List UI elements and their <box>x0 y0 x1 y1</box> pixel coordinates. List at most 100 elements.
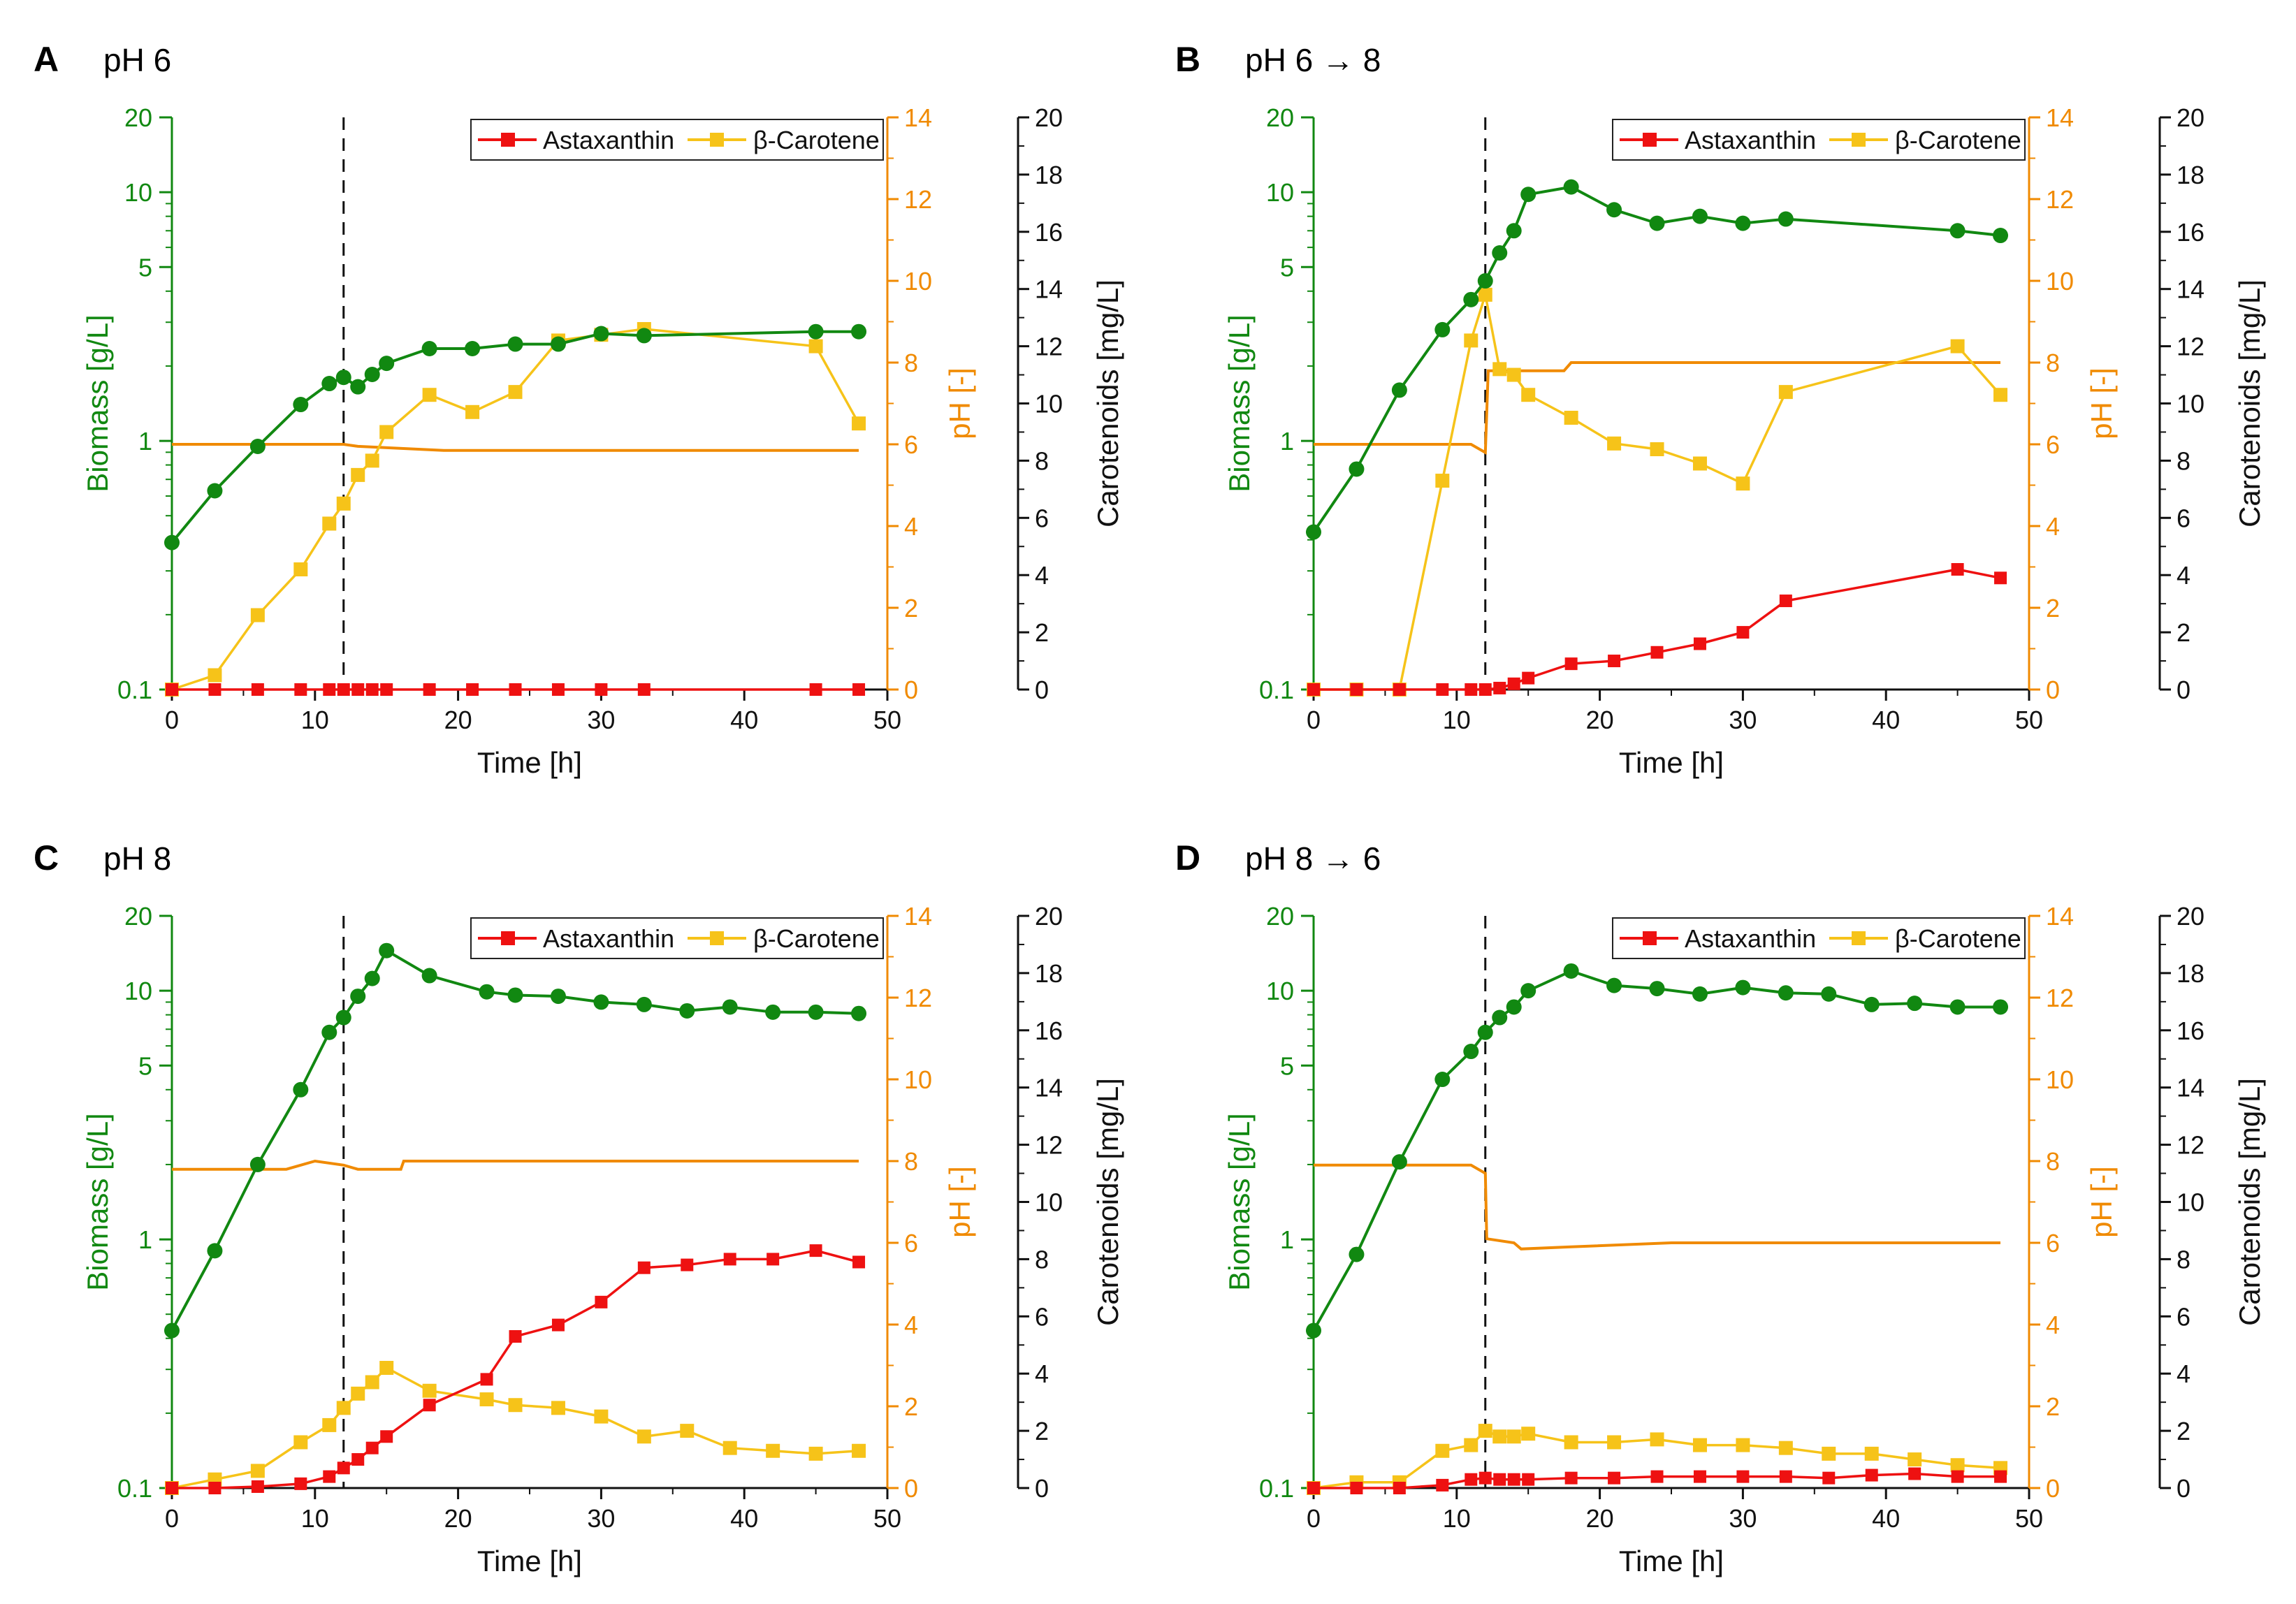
biomass-point <box>1778 985 1794 1001</box>
biomass-point <box>593 994 609 1010</box>
biomass-point <box>321 1024 337 1040</box>
ph-tick-label: 4 <box>2046 512 2060 541</box>
carotene-point <box>1506 367 1521 382</box>
biomass-point <box>1506 223 1522 239</box>
carotene-point <box>852 416 866 431</box>
carotene-point <box>379 1361 394 1376</box>
astaxanthin-point <box>723 1253 736 1266</box>
carotene-point <box>1778 385 1793 400</box>
carotene-point <box>1464 1438 1478 1452</box>
carotenoids-tick-label: 6 <box>2177 1302 2190 1331</box>
biomass-tick-label: 5 <box>138 1051 152 1080</box>
carotenoids-tick-label: 2 <box>1035 1417 1049 1445</box>
ph-tick-label: 14 <box>904 103 932 132</box>
carotene-point <box>250 608 265 622</box>
x-tick-label: 20 <box>1586 1504 1614 1533</box>
biomass-point <box>1949 999 1966 1015</box>
x-tick-label: 0 <box>165 1504 179 1533</box>
biomass-point <box>1520 187 1536 203</box>
legend: Astaxanthin β-Carotene <box>1612 119 2026 161</box>
panel-letter: C <box>34 838 59 877</box>
astaxanthin-point <box>1493 681 1506 694</box>
astaxanthin-point <box>1507 1473 1520 1486</box>
astaxanthin-point <box>466 683 479 696</box>
carotene-point <box>336 496 351 511</box>
biomass-tick-label: 5 <box>1280 1051 1294 1080</box>
carotene-point <box>594 1409 609 1424</box>
ph-tick-label: 14 <box>2046 103 2074 132</box>
carotenoids-tick-label: 6 <box>1035 1302 1049 1331</box>
biomass-point <box>1463 1044 1479 1060</box>
x-tick-label: 30 <box>1729 706 1757 734</box>
legend: Astaxanthin β-Carotene <box>470 917 884 959</box>
astaxanthin-point <box>1307 683 1320 696</box>
carotenoids-tick-label: 2 <box>1035 618 1049 647</box>
ph-tick-label: 4 <box>904 512 918 541</box>
legend-box <box>1612 119 2026 161</box>
carotene-point <box>551 1401 565 1415</box>
astaxanthin-point <box>681 1258 694 1271</box>
astaxanthin-point <box>1522 1473 1535 1486</box>
carotenoids-tick-label: 0 <box>2177 676 2190 704</box>
biomass-tick-label: 1 <box>1280 1225 1294 1254</box>
ph-tick-label: 10 <box>904 267 932 296</box>
biomass-point <box>379 356 395 372</box>
x-tick-label: 20 <box>444 706 472 734</box>
carotene-point <box>1950 1458 1965 1473</box>
ph-series-line <box>172 443 859 452</box>
biomass-point <box>164 534 180 551</box>
astaxanthin-point <box>1951 1470 1964 1483</box>
astaxanthin-point <box>351 1453 365 1466</box>
carotenoids-tick-label: 0 <box>2177 1474 2190 1503</box>
astaxanthin-point <box>595 683 608 696</box>
carotenoids-tick-label: 4 <box>2177 561 2190 590</box>
legend-astaxanthin-marker <box>501 931 515 945</box>
legend-box <box>1612 917 2026 959</box>
astaxanthin-point <box>380 683 393 696</box>
astaxanthin-point <box>1465 1473 1478 1486</box>
ph-tick-label: 10 <box>904 1065 932 1094</box>
carotenoids-tick-label: 10 <box>2177 1188 2204 1217</box>
carotenoids-tick-label: 14 <box>2177 275 2204 304</box>
ph-tick-label: 2 <box>904 594 918 622</box>
biomass-tick-label: 0.1 <box>117 1474 152 1503</box>
biomass-point <box>765 1004 781 1020</box>
astaxanthin-point <box>766 1253 780 1266</box>
astaxanthin-point <box>551 683 565 696</box>
ph-tick-label: 14 <box>904 902 932 931</box>
carotenoids-tick-label: 4 <box>1035 1359 1049 1388</box>
x-tick-label: 10 <box>1443 706 1471 734</box>
ph-tick-label: 12 <box>2046 185 2074 214</box>
carotene-point <box>1506 1429 1521 1444</box>
x-tick-label: 30 <box>587 706 615 734</box>
astaxanthin-point <box>1779 595 1792 608</box>
biomass-point <box>249 1156 266 1172</box>
biomass-point <box>851 1005 867 1021</box>
carotene-point <box>293 562 308 577</box>
carotenoids-tick-label: 20 <box>1035 902 1063 931</box>
legend-astaxanthin-label: Astaxanthin <box>1685 126 1816 154</box>
legend-carotene-label: β-Carotene <box>753 126 880 154</box>
biomass-point <box>1520 983 1536 999</box>
carotene-point <box>508 1398 523 1413</box>
carotene-point <box>1492 362 1507 377</box>
biomass-point <box>1477 1024 1493 1040</box>
carotenoids-tick-label: 2 <box>2177 1417 2190 1445</box>
carotene-point <box>1822 1446 1836 1461</box>
carotenoids-tick-label: 12 <box>2177 333 2204 361</box>
astaxanthin-point <box>509 683 522 696</box>
carotene-point <box>293 1435 308 1450</box>
astaxanthin-point <box>595 1295 608 1308</box>
astaxanthin-point <box>1350 1482 1363 1494</box>
biomass-tick-label: 1 <box>1280 427 1294 455</box>
panel-letter: A <box>34 40 59 79</box>
carotene-point <box>365 453 379 468</box>
x-tick-label: 30 <box>1729 1504 1757 1533</box>
astaxanthin-point <box>423 1399 436 1412</box>
carotenoids-axis-title: Carotenoids [mg/L] <box>2233 1078 2266 1326</box>
biomass-point <box>636 328 652 344</box>
panel-title: pH 8 <box>103 840 171 877</box>
ph-axis-title: pH [-] <box>2085 1166 2118 1238</box>
